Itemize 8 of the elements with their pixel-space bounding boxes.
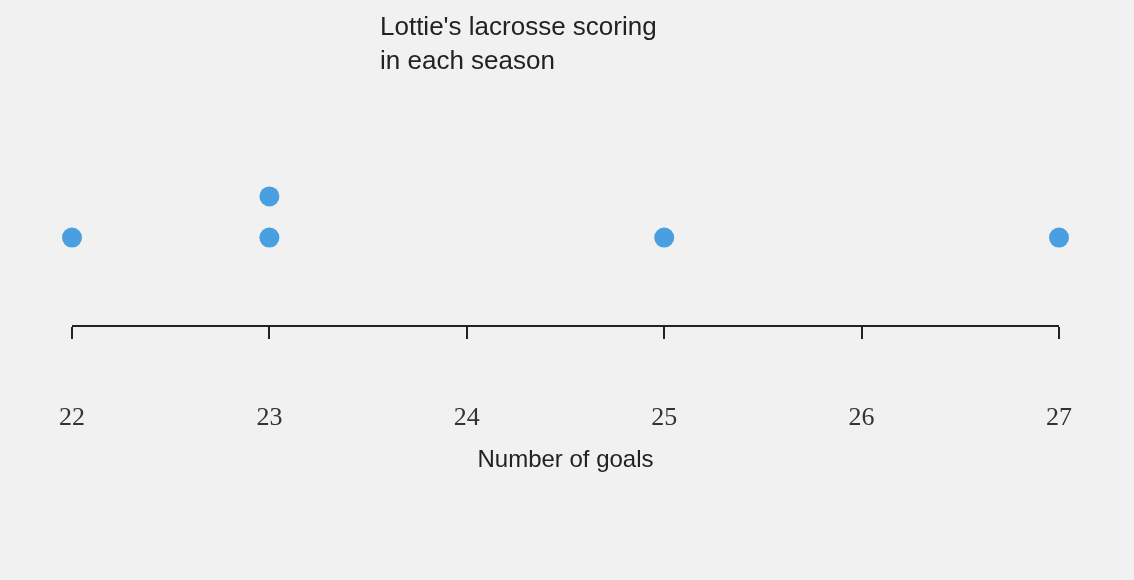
x-tick-label: 26 xyxy=(848,402,875,432)
x-tick-label: 25 xyxy=(651,402,678,432)
x-tick-label: 22 xyxy=(59,402,85,432)
x-axis-title: Number of goals xyxy=(477,445,654,472)
x-tick-label: 27 xyxy=(1046,402,1072,432)
x-tick-label: 24 xyxy=(453,402,480,432)
chart-title: Lottie's lacrosse scoring in each season xyxy=(380,10,657,75)
x-tick-label: 23 xyxy=(256,402,283,432)
